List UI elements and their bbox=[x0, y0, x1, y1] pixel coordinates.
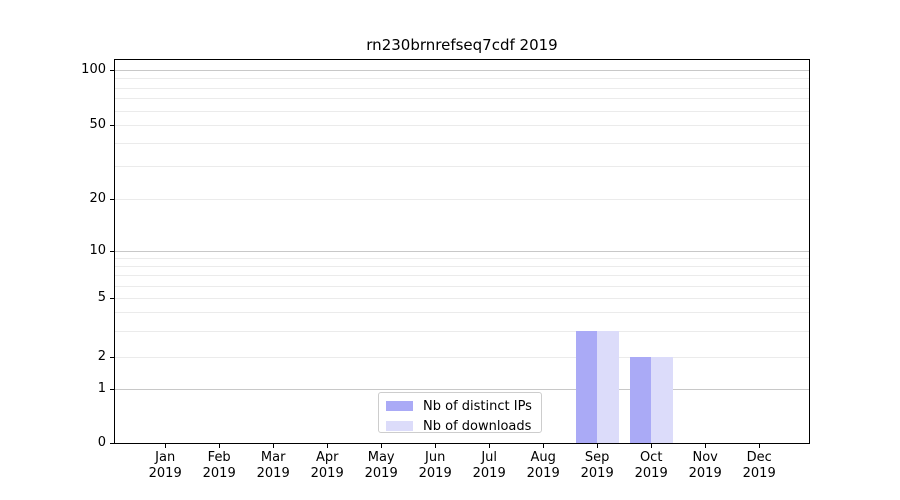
x-tick-mark bbox=[704, 444, 706, 448]
y-tick-label: 20 bbox=[89, 191, 106, 207]
minor-gridline bbox=[115, 275, 809, 277]
x-tick-mark bbox=[326, 444, 328, 448]
x-tick-label: Nov 2019 bbox=[688, 450, 722, 481]
minor-gridline bbox=[115, 285, 809, 287]
major-gridline bbox=[115, 389, 809, 390]
minor-gridline bbox=[115, 143, 809, 144]
chart-title: rn230brnrefseq7cdf 2019 bbox=[366, 36, 558, 54]
x-tick-label: May 2019 bbox=[364, 450, 398, 481]
legend-swatch-distinct-ips bbox=[386, 401, 413, 411]
x-tick-label: Mar 2019 bbox=[256, 450, 290, 481]
y-tick-mark bbox=[110, 198, 114, 200]
major-gridline bbox=[115, 125, 809, 126]
y-tick-label: 2 bbox=[97, 349, 106, 365]
major-gridline bbox=[115, 251, 809, 252]
minor-gridline bbox=[115, 330, 809, 332]
x-tick-mark bbox=[542, 444, 544, 448]
bar-sep-distinct-ips bbox=[575, 330, 597, 443]
bar-oct-downloads bbox=[651, 357, 673, 443]
x-tick-mark bbox=[650, 444, 652, 448]
minor-gridline bbox=[115, 110, 809, 112]
major-gridline bbox=[115, 199, 809, 200]
y-tick-mark bbox=[110, 297, 114, 299]
x-tick-mark bbox=[758, 444, 760, 448]
x-tick-mark bbox=[488, 444, 490, 448]
y-tick-label: 10 bbox=[89, 243, 106, 259]
x-tick-label: Oct 2019 bbox=[634, 450, 668, 481]
y-tick-label: 0 bbox=[97, 435, 106, 451]
y-tick-label: 1 bbox=[97, 381, 106, 397]
legend-item: Nb of distinct IPs bbox=[386, 398, 533, 414]
legend-label: Nb of distinct IPs bbox=[423, 398, 532, 414]
major-gridline bbox=[115, 70, 809, 71]
x-tick-mark bbox=[218, 444, 220, 448]
y-tick-label: 100 bbox=[81, 62, 106, 78]
x-tick-label: Jun 2019 bbox=[418, 450, 452, 481]
minor-gridline bbox=[115, 266, 809, 268]
y-tick-label: 50 bbox=[89, 117, 106, 133]
y-tick-mark bbox=[110, 250, 114, 252]
bar-oct-distinct-ips bbox=[629, 357, 651, 443]
x-tick-label: Jul 2019 bbox=[472, 450, 506, 481]
x-tick-label: Apr 2019 bbox=[310, 450, 344, 481]
minor-gridline bbox=[115, 312, 809, 314]
x-tick-mark bbox=[272, 444, 274, 448]
y-tick-label: 5 bbox=[97, 290, 106, 306]
minor-gridline bbox=[115, 98, 809, 100]
minor-gridline bbox=[115, 258, 809, 260]
y-tick-mark bbox=[110, 442, 114, 444]
major-gridline bbox=[115, 298, 809, 299]
x-tick-mark bbox=[434, 444, 436, 448]
y-tick-mark bbox=[110, 69, 114, 71]
bar-sep-downloads bbox=[597, 330, 619, 443]
x-tick-label: Aug 2019 bbox=[526, 450, 560, 481]
y-tick-mark bbox=[110, 356, 114, 358]
y-tick-mark bbox=[110, 388, 114, 390]
x-tick-mark bbox=[380, 444, 382, 448]
x-tick-mark bbox=[164, 444, 166, 448]
legend-label: Nb of downloads bbox=[423, 418, 532, 434]
x-tick-label: Sep 2019 bbox=[580, 450, 614, 481]
legend-item: Nb of downloads bbox=[386, 418, 533, 434]
x-tick-mark bbox=[596, 444, 598, 448]
legend: Nb of distinct IPs Nb of downloads bbox=[378, 392, 542, 434]
legend-swatch-downloads bbox=[386, 421, 413, 431]
x-tick-label: Jan 2019 bbox=[148, 450, 182, 481]
x-tick-label: Feb 2019 bbox=[202, 450, 236, 481]
major-gridline bbox=[115, 357, 809, 358]
y-tick-mark bbox=[110, 124, 114, 126]
minor-gridline bbox=[115, 87, 809, 89]
x-tick-label: Dec 2019 bbox=[742, 450, 776, 481]
plot-area bbox=[114, 59, 810, 444]
minor-gridline bbox=[115, 166, 809, 168]
minor-gridline bbox=[115, 78, 809, 80]
